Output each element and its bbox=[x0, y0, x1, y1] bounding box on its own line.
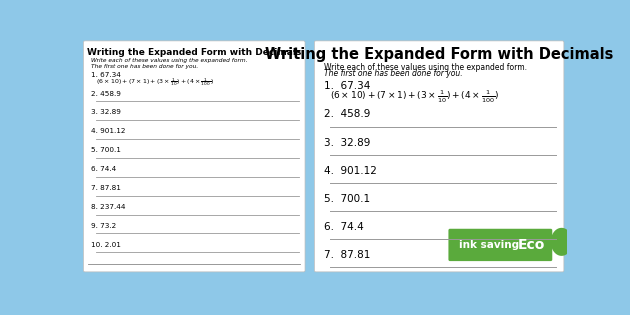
Text: 1. 67.34: 1. 67.34 bbox=[91, 72, 121, 78]
FancyBboxPatch shape bbox=[83, 41, 305, 272]
Text: 2. 458.9: 2. 458.9 bbox=[91, 91, 121, 97]
Text: 1.  67.34: 1. 67.34 bbox=[324, 81, 370, 91]
Text: Write each of these values using the expanded form.: Write each of these values using the exp… bbox=[324, 63, 527, 72]
Text: 9. 73.2: 9. 73.2 bbox=[91, 223, 117, 229]
Text: $(6\times10)+(7\times1)+(3\times\frac{1}{10})+(4\times\frac{1}{100})$: $(6\times10)+(7\times1)+(3\times\frac{1}… bbox=[330, 88, 499, 105]
FancyBboxPatch shape bbox=[314, 41, 564, 272]
Text: The first one has been done for you.: The first one has been done for you. bbox=[91, 64, 198, 69]
Text: 3. 32.89: 3. 32.89 bbox=[91, 110, 121, 116]
Text: Writing the Expanded Form with Decimals: Writing the Expanded Form with Decimals bbox=[87, 48, 301, 57]
Text: 7. 87.81: 7. 87.81 bbox=[91, 185, 121, 191]
Text: Write each of these values using the expanded form.: Write each of these values using the exp… bbox=[91, 58, 248, 63]
Text: 3.  32.89: 3. 32.89 bbox=[324, 138, 370, 147]
Text: The first one has been done for you.: The first one has been done for you. bbox=[324, 70, 462, 78]
Text: 7.  87.81: 7. 87.81 bbox=[324, 250, 370, 260]
Text: 6.  74.4: 6. 74.4 bbox=[324, 222, 364, 232]
Polygon shape bbox=[551, 228, 573, 256]
Text: Eco: Eco bbox=[518, 238, 546, 252]
Text: 8. 237.44: 8. 237.44 bbox=[91, 204, 125, 210]
Text: 4. 901.12: 4. 901.12 bbox=[91, 128, 125, 135]
FancyBboxPatch shape bbox=[449, 229, 553, 261]
Text: Writing the Expanded Form with Decimals: Writing the Expanded Form with Decimals bbox=[265, 47, 614, 62]
Text: ink saving: ink saving bbox=[459, 240, 519, 250]
Text: 5.  700.1: 5. 700.1 bbox=[324, 194, 370, 204]
Text: 4.  901.12: 4. 901.12 bbox=[324, 166, 377, 176]
Text: 2.  458.9: 2. 458.9 bbox=[324, 109, 370, 119]
Text: $(6\times10)+(7\times1)+(3\times\frac{1}{10})+(4\times\frac{1}{100})$: $(6\times10)+(7\times1)+(3\times\frac{1}… bbox=[96, 76, 214, 88]
Text: 10. 2.01: 10. 2.01 bbox=[91, 242, 121, 248]
Text: 5. 700.1: 5. 700.1 bbox=[91, 147, 121, 153]
Text: 6. 74.4: 6. 74.4 bbox=[91, 166, 117, 172]
